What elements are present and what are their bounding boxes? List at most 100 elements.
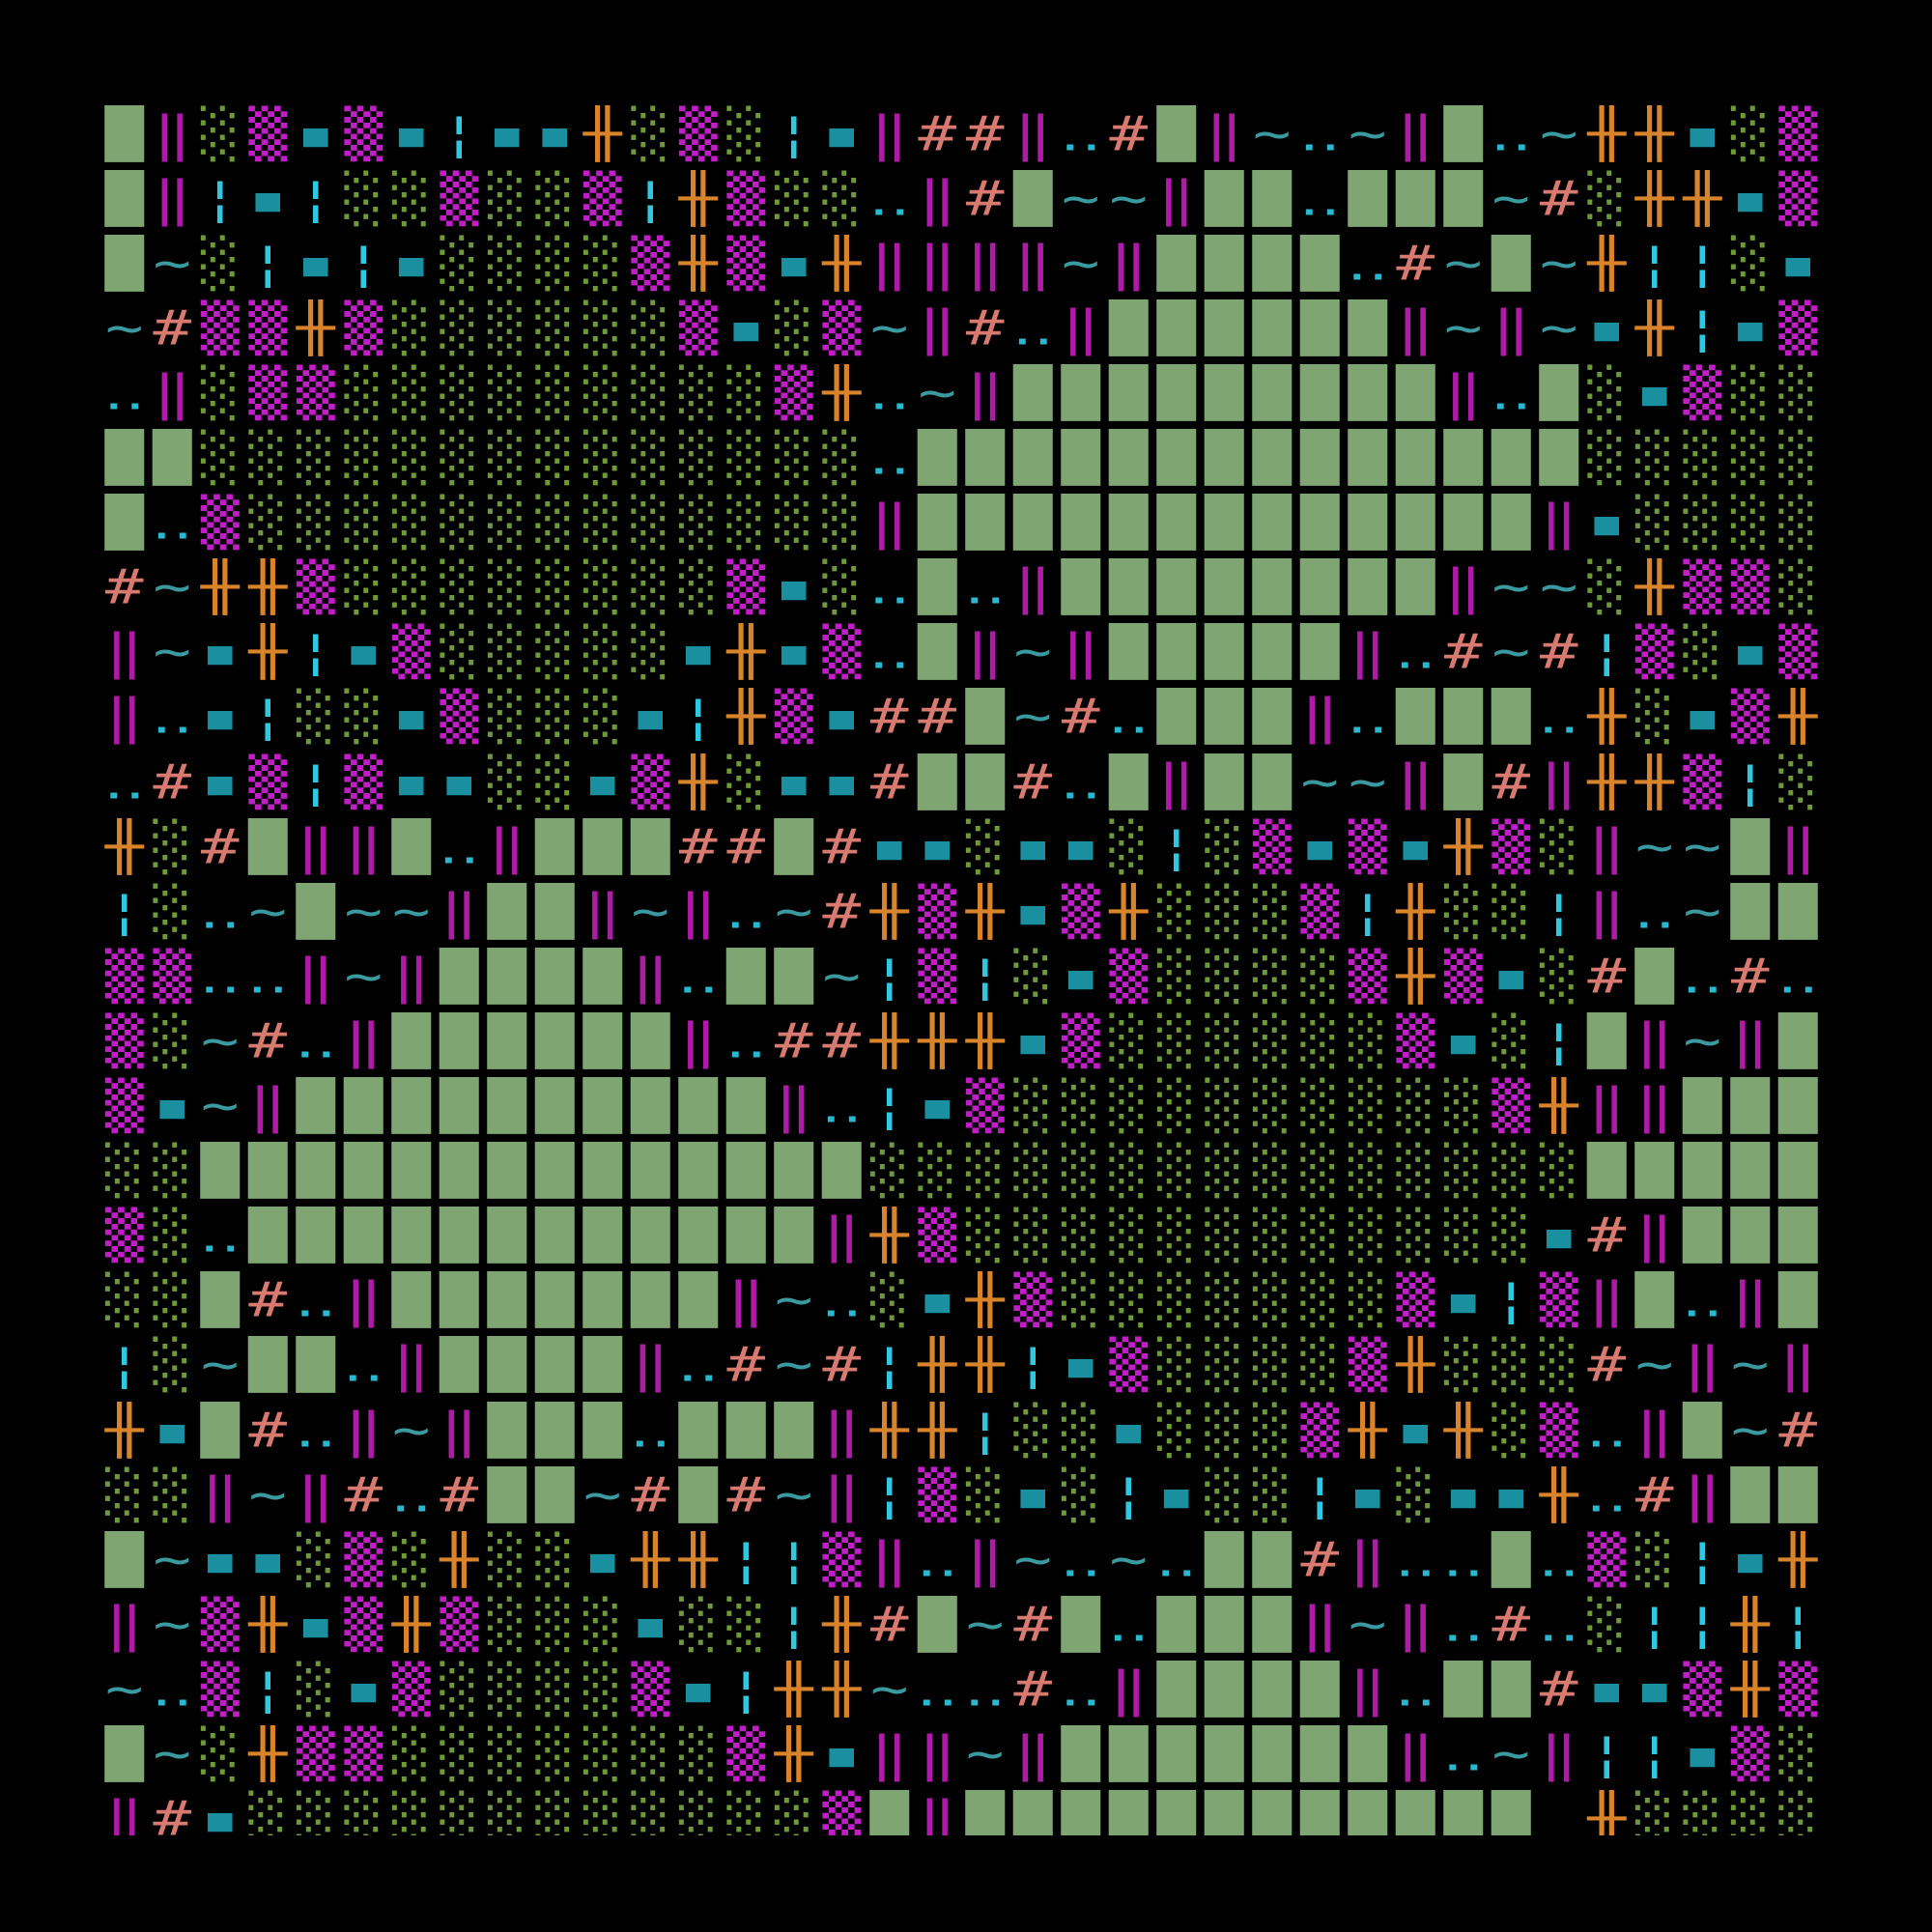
tile: ¦ — [1683, 235, 1722, 292]
tile: ░ — [1634, 1531, 1674, 1588]
tile: ‖ — [774, 1077, 813, 1134]
tile: ▪ — [344, 1661, 384, 1718]
tile: ‥ — [867, 170, 911, 226]
tile: █ — [1205, 558, 1244, 615]
tile: ░ — [440, 1790, 479, 1835]
tile: ‖ — [918, 1725, 957, 1782]
tile: ░ — [678, 429, 718, 486]
tile: ╫ — [678, 235, 718, 292]
tile: ▒ — [726, 170, 766, 226]
tile: ░ — [1348, 1207, 1387, 1264]
tile: ░ — [1205, 818, 1244, 874]
tile: ‖ — [869, 494, 909, 551]
tile: ¦ — [1634, 1596, 1674, 1653]
tile: ░ — [487, 558, 526, 615]
tile: ~ — [774, 1337, 813, 1393]
tile: ╫ — [965, 1337, 1005, 1393]
tile: █ — [1061, 1596, 1100, 1653]
tile: ▒ — [1634, 623, 1674, 680]
tile: ‥ — [294, 1402, 337, 1458]
tile: ‥ — [246, 948, 290, 1005]
tile: █ — [1348, 170, 1387, 226]
tile: ‖ — [822, 1466, 862, 1522]
tile: ‖ — [582, 883, 622, 940]
tile: █ — [1730, 818, 1770, 874]
tile: ╫ — [726, 689, 766, 745]
tile: ░ — [822, 558, 862, 615]
tile: ▒ — [918, 883, 957, 940]
tile: ░ — [440, 494, 479, 551]
tile: # — [822, 1012, 862, 1069]
tile: █ — [1205, 1661, 1244, 1718]
tile: █ — [726, 1207, 766, 1264]
tile: ‖ — [1587, 883, 1627, 940]
tile: ▪ — [248, 1531, 288, 1588]
tile: █ — [582, 948, 622, 1005]
tile: ╫ — [1539, 1466, 1578, 1522]
tile: ░ — [1061, 1207, 1100, 1264]
tile: ▪ — [678, 1661, 718, 1718]
tile: ▪ — [1539, 1207, 1578, 1264]
tile: ╫ — [440, 1531, 479, 1588]
tile: ░ — [1205, 1337, 1244, 1393]
tile: ‖ — [1492, 299, 1531, 356]
tile: ▒ — [104, 1012, 144, 1069]
tile: █ — [1730, 1466, 1770, 1522]
tile: ░ — [344, 429, 384, 486]
tile: █ — [631, 1142, 670, 1199]
tile: ▒ — [918, 1207, 957, 1264]
tile: ‖ — [1539, 1725, 1578, 1782]
tile: █ — [1492, 1790, 1531, 1835]
tile: ‖ — [1156, 753, 1196, 810]
tile-row: ‖ ~ ▒ ╫ ▪ ▒ ╫ ▒ ░ ░ ░ ▪ ░ ░ ¦ ╫ # █ ~ # █ ‥ █ █ █ ‖ ~ ‖ ‥ # ‥ ░ ¦ ¦ ╫ ¦ — [97, 1592, 1835, 1657]
tile: ¦ — [726, 1661, 766, 1718]
tile: █ — [440, 1271, 479, 1328]
tile: ~ — [104, 1661, 144, 1718]
tile: ▪ — [1013, 1466, 1053, 1522]
tile: ░ — [582, 429, 622, 486]
tile: ‥ — [916, 1661, 959, 1718]
tile: █ — [1300, 429, 1340, 486]
tile: ▒ — [1730, 1725, 1770, 1782]
tile: ▪ — [822, 689, 862, 745]
tile: ░ — [153, 1271, 192, 1328]
tile: ░ — [344, 558, 384, 615]
tile: ▒ — [200, 1661, 240, 1718]
tile: █ — [1205, 235, 1244, 292]
tile: # — [1443, 623, 1483, 680]
tile: ▪ — [1443, 1466, 1483, 1522]
tile: ░ — [678, 364, 718, 421]
tile: ░ — [774, 429, 813, 486]
tile: ░ — [678, 1725, 718, 1782]
tile: █ — [1492, 1531, 1531, 1588]
tile: ▒ — [153, 948, 192, 1005]
tile: █ — [1300, 235, 1340, 292]
tile: ░ — [1730, 105, 1770, 161]
tile: ~ — [1013, 1531, 1053, 1588]
tile: █ — [487, 883, 526, 940]
tile: ‖ — [1156, 170, 1196, 226]
tile: # — [1587, 948, 1627, 1005]
tile: ░ — [1156, 1271, 1196, 1328]
tile: ░ — [440, 558, 479, 615]
tile: ░ — [535, 689, 575, 745]
tile: █ — [582, 1207, 622, 1264]
tile: ▒ — [248, 364, 288, 421]
tile: ░ — [1109, 1271, 1149, 1328]
tile: █ — [1109, 299, 1149, 356]
tile: ╫ — [1443, 1402, 1483, 1458]
tile: ░ — [582, 1596, 622, 1653]
tile: ‖ — [391, 1337, 431, 1393]
tile: █ — [678, 1077, 718, 1134]
tile: # — [869, 1596, 909, 1653]
tile: █ — [918, 429, 957, 486]
tile: ╫ — [1109, 883, 1149, 940]
tile: █ — [1492, 1661, 1531, 1718]
tile: █ — [1443, 753, 1483, 810]
tile: █ — [1396, 689, 1435, 745]
tile: ¦ — [965, 948, 1005, 1005]
tile: ░ — [391, 494, 431, 551]
tile: ▒ — [1348, 948, 1387, 1005]
tile: █ — [1396, 170, 1435, 226]
tile: ░ — [1396, 1142, 1435, 1199]
